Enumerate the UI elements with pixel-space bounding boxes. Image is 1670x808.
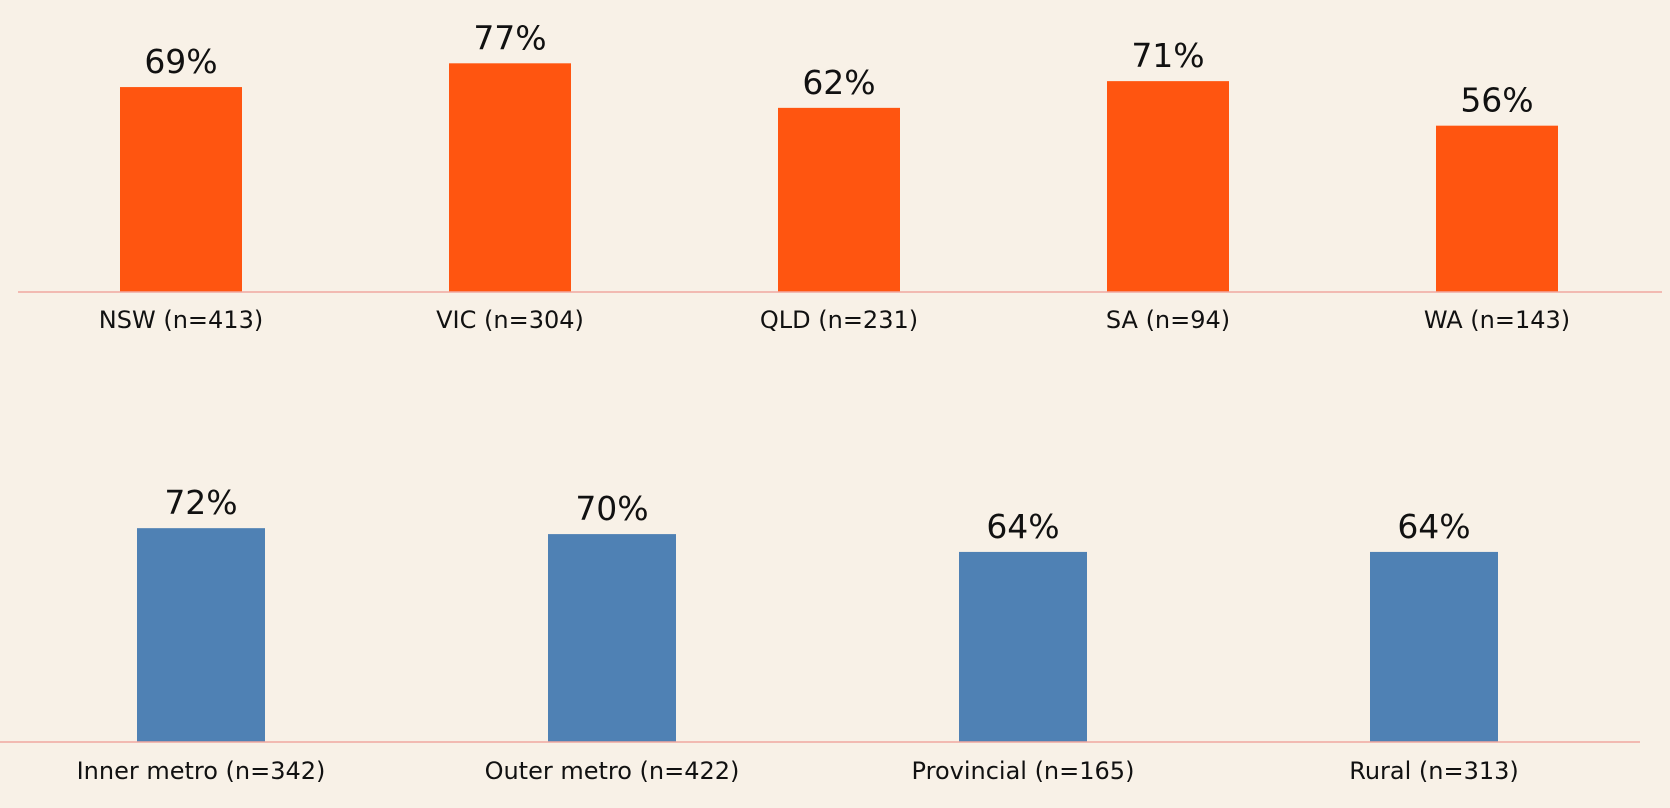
bar	[778, 107, 900, 292]
x-tick-label: QLD (n=231)	[760, 306, 918, 334]
x-tick-label: NSW (n=413)	[99, 306, 263, 334]
bar	[449, 63, 571, 293]
value-label: 64%	[1397, 507, 1470, 546]
x-tick-label: Provincial (n=165)	[912, 757, 1135, 785]
value-label: 70%	[575, 489, 648, 528]
bar	[120, 87, 242, 292]
x-tick-label: SA (n=94)	[1106, 306, 1230, 334]
x-tick-label: Rural (n=313)	[1349, 757, 1519, 785]
x-tick-label: Outer metro (n=422)	[485, 757, 740, 785]
value-label: 64%	[986, 507, 1059, 546]
x-tick-label: VIC (n=304)	[436, 306, 584, 334]
x-tick-label: Inner metro (n=342)	[77, 757, 326, 785]
x-tick-label: WA (n=143)	[1424, 306, 1570, 334]
bar	[959, 551, 1087, 742]
bar	[548, 534, 676, 742]
value-label: 62%	[802, 63, 875, 102]
value-label: 71%	[1131, 36, 1204, 75]
value-label: 77%	[473, 18, 546, 57]
value-label: 72%	[164, 483, 237, 522]
bar	[1370, 551, 1498, 742]
value-label: 69%	[144, 42, 217, 81]
value-label: 56%	[1460, 81, 1533, 120]
bar	[1436, 125, 1558, 293]
bar	[137, 528, 265, 742]
bar	[1107, 81, 1229, 292]
